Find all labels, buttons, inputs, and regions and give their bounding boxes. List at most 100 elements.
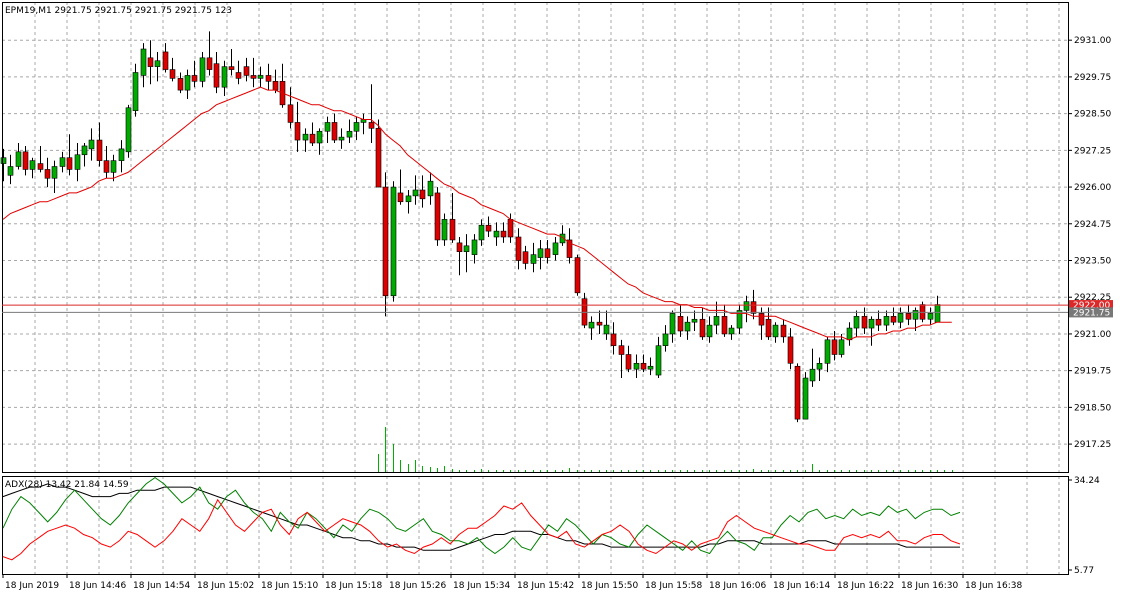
time-tick-label: 18 Jun 16:22 xyxy=(837,581,894,591)
price-tick-label: 2917.25 xyxy=(1074,440,1111,450)
candle-body xyxy=(669,313,676,335)
time-tick-label: 18 Jun 15:18 xyxy=(325,581,382,591)
candle-body xyxy=(235,72,242,79)
candle-body xyxy=(265,75,272,82)
candle-body xyxy=(905,313,912,320)
candle-body xyxy=(868,318,875,329)
candle-body xyxy=(228,66,235,70)
time-tick-label: 18 Jun 16:14 xyxy=(773,581,830,591)
candle-body xyxy=(427,180,434,197)
candle-body xyxy=(736,310,743,329)
price-tick-label: 2919.75 xyxy=(1074,367,1111,377)
candle-body xyxy=(441,219,448,241)
candle-body xyxy=(7,166,14,176)
price-tick-label: 2928.50 xyxy=(1074,110,1111,120)
candle-body xyxy=(780,324,787,338)
candle-body xyxy=(677,316,684,332)
candle-body xyxy=(500,230,507,238)
candle-body xyxy=(353,122,360,132)
bid-price-tag xyxy=(1069,307,1113,318)
pane-frames xyxy=(2,2,1069,575)
candle-body xyxy=(728,327,735,335)
candle-body xyxy=(566,239,573,258)
candle-body xyxy=(162,51,169,70)
candle-body xyxy=(272,81,279,91)
time-tick-label: 18 Jun 15:34 xyxy=(453,581,510,591)
candle-body xyxy=(750,301,757,314)
candle-body xyxy=(493,230,500,238)
candle-body xyxy=(802,377,809,420)
time-tick-label: 18 Jun 14:54 xyxy=(133,581,190,591)
time-tick-label: 18 Jun 15:26 xyxy=(389,581,446,591)
price-pane-border xyxy=(2,2,1069,473)
time-tick-label: 18 Jun 15:02 xyxy=(197,581,254,591)
candle-body xyxy=(169,69,176,79)
candle-body xyxy=(309,133,316,144)
price-tick-label: 2926.00 xyxy=(1074,183,1111,193)
candle-body xyxy=(927,313,934,320)
candle-body xyxy=(294,122,301,141)
candle-body xyxy=(397,192,404,203)
candle-body xyxy=(191,75,198,82)
candle-body xyxy=(29,160,36,170)
price-chart-title: EPM19,M1 2921.75 2921.75 2921.75 2921.75… xyxy=(5,6,232,16)
time-tick-label: 18 Jun 2019 xyxy=(5,581,59,591)
price-tick-label: 2918.50 xyxy=(1074,403,1111,413)
candle-body xyxy=(552,242,559,255)
candle-body xyxy=(118,148,125,161)
candle-body xyxy=(831,339,838,355)
candle-body xyxy=(44,169,51,179)
time-tick-label: 18 Jun 16:30 xyxy=(901,581,958,591)
bid-price-label: 2921.75 xyxy=(1073,308,1110,318)
price-gridlines xyxy=(2,2,1068,472)
moving-average-line xyxy=(2,86,952,341)
candle-body xyxy=(625,354,632,370)
candle-body xyxy=(287,104,294,123)
time-axis: 18 Jun 2019 18 Jun 14:46 18 Jun 14:54 18 Ju… xyxy=(2,574,1022,591)
candle-body xyxy=(103,160,110,173)
indicator-tick-label: 34.24 xyxy=(1074,476,1100,486)
candle-body xyxy=(456,242,463,252)
candle-body xyxy=(412,189,419,197)
candle-body xyxy=(449,219,456,241)
candle-body xyxy=(96,139,103,161)
candle-body xyxy=(559,233,566,244)
candle-body xyxy=(618,345,625,355)
indicator-axis: 34.24 5.77 xyxy=(1068,476,1100,576)
candle-body xyxy=(419,189,426,200)
candle-body xyxy=(302,133,309,141)
volume-bars xyxy=(378,427,953,472)
candle-body xyxy=(655,345,662,376)
candle-body xyxy=(574,257,581,294)
candle-body xyxy=(934,304,941,323)
candle-body xyxy=(853,316,860,329)
candle-body xyxy=(59,157,66,167)
candle-body xyxy=(691,318,698,323)
candle-body xyxy=(530,254,537,264)
candle-body xyxy=(15,151,22,167)
candle-body xyxy=(633,363,640,370)
price-tick-label: 2931.00 xyxy=(1074,36,1111,46)
candle-body xyxy=(316,130,323,144)
ask-price-tag xyxy=(1069,300,1113,311)
price-tick-label: 2922.25 xyxy=(1074,293,1111,303)
candle-body xyxy=(125,107,132,153)
time-tick-label: 18 Jun 16:38 xyxy=(965,581,1022,591)
candle-body xyxy=(816,363,823,370)
candle-body xyxy=(110,160,117,173)
candle-body xyxy=(838,339,845,355)
price-tick-label: 2923.50 xyxy=(1074,257,1111,267)
candle-body xyxy=(772,324,779,338)
candle-body xyxy=(603,324,610,335)
candle-body xyxy=(0,157,7,164)
candle-body xyxy=(537,248,544,258)
candle-body xyxy=(713,316,720,326)
indicator-pane-border xyxy=(2,476,1069,575)
candle-body xyxy=(846,327,853,341)
candle-body xyxy=(794,365,801,420)
candle-body xyxy=(221,66,228,88)
candle-body xyxy=(390,186,397,297)
candle-body xyxy=(184,75,191,91)
time-tick-label: 18 Jun 15:50 xyxy=(581,581,638,591)
